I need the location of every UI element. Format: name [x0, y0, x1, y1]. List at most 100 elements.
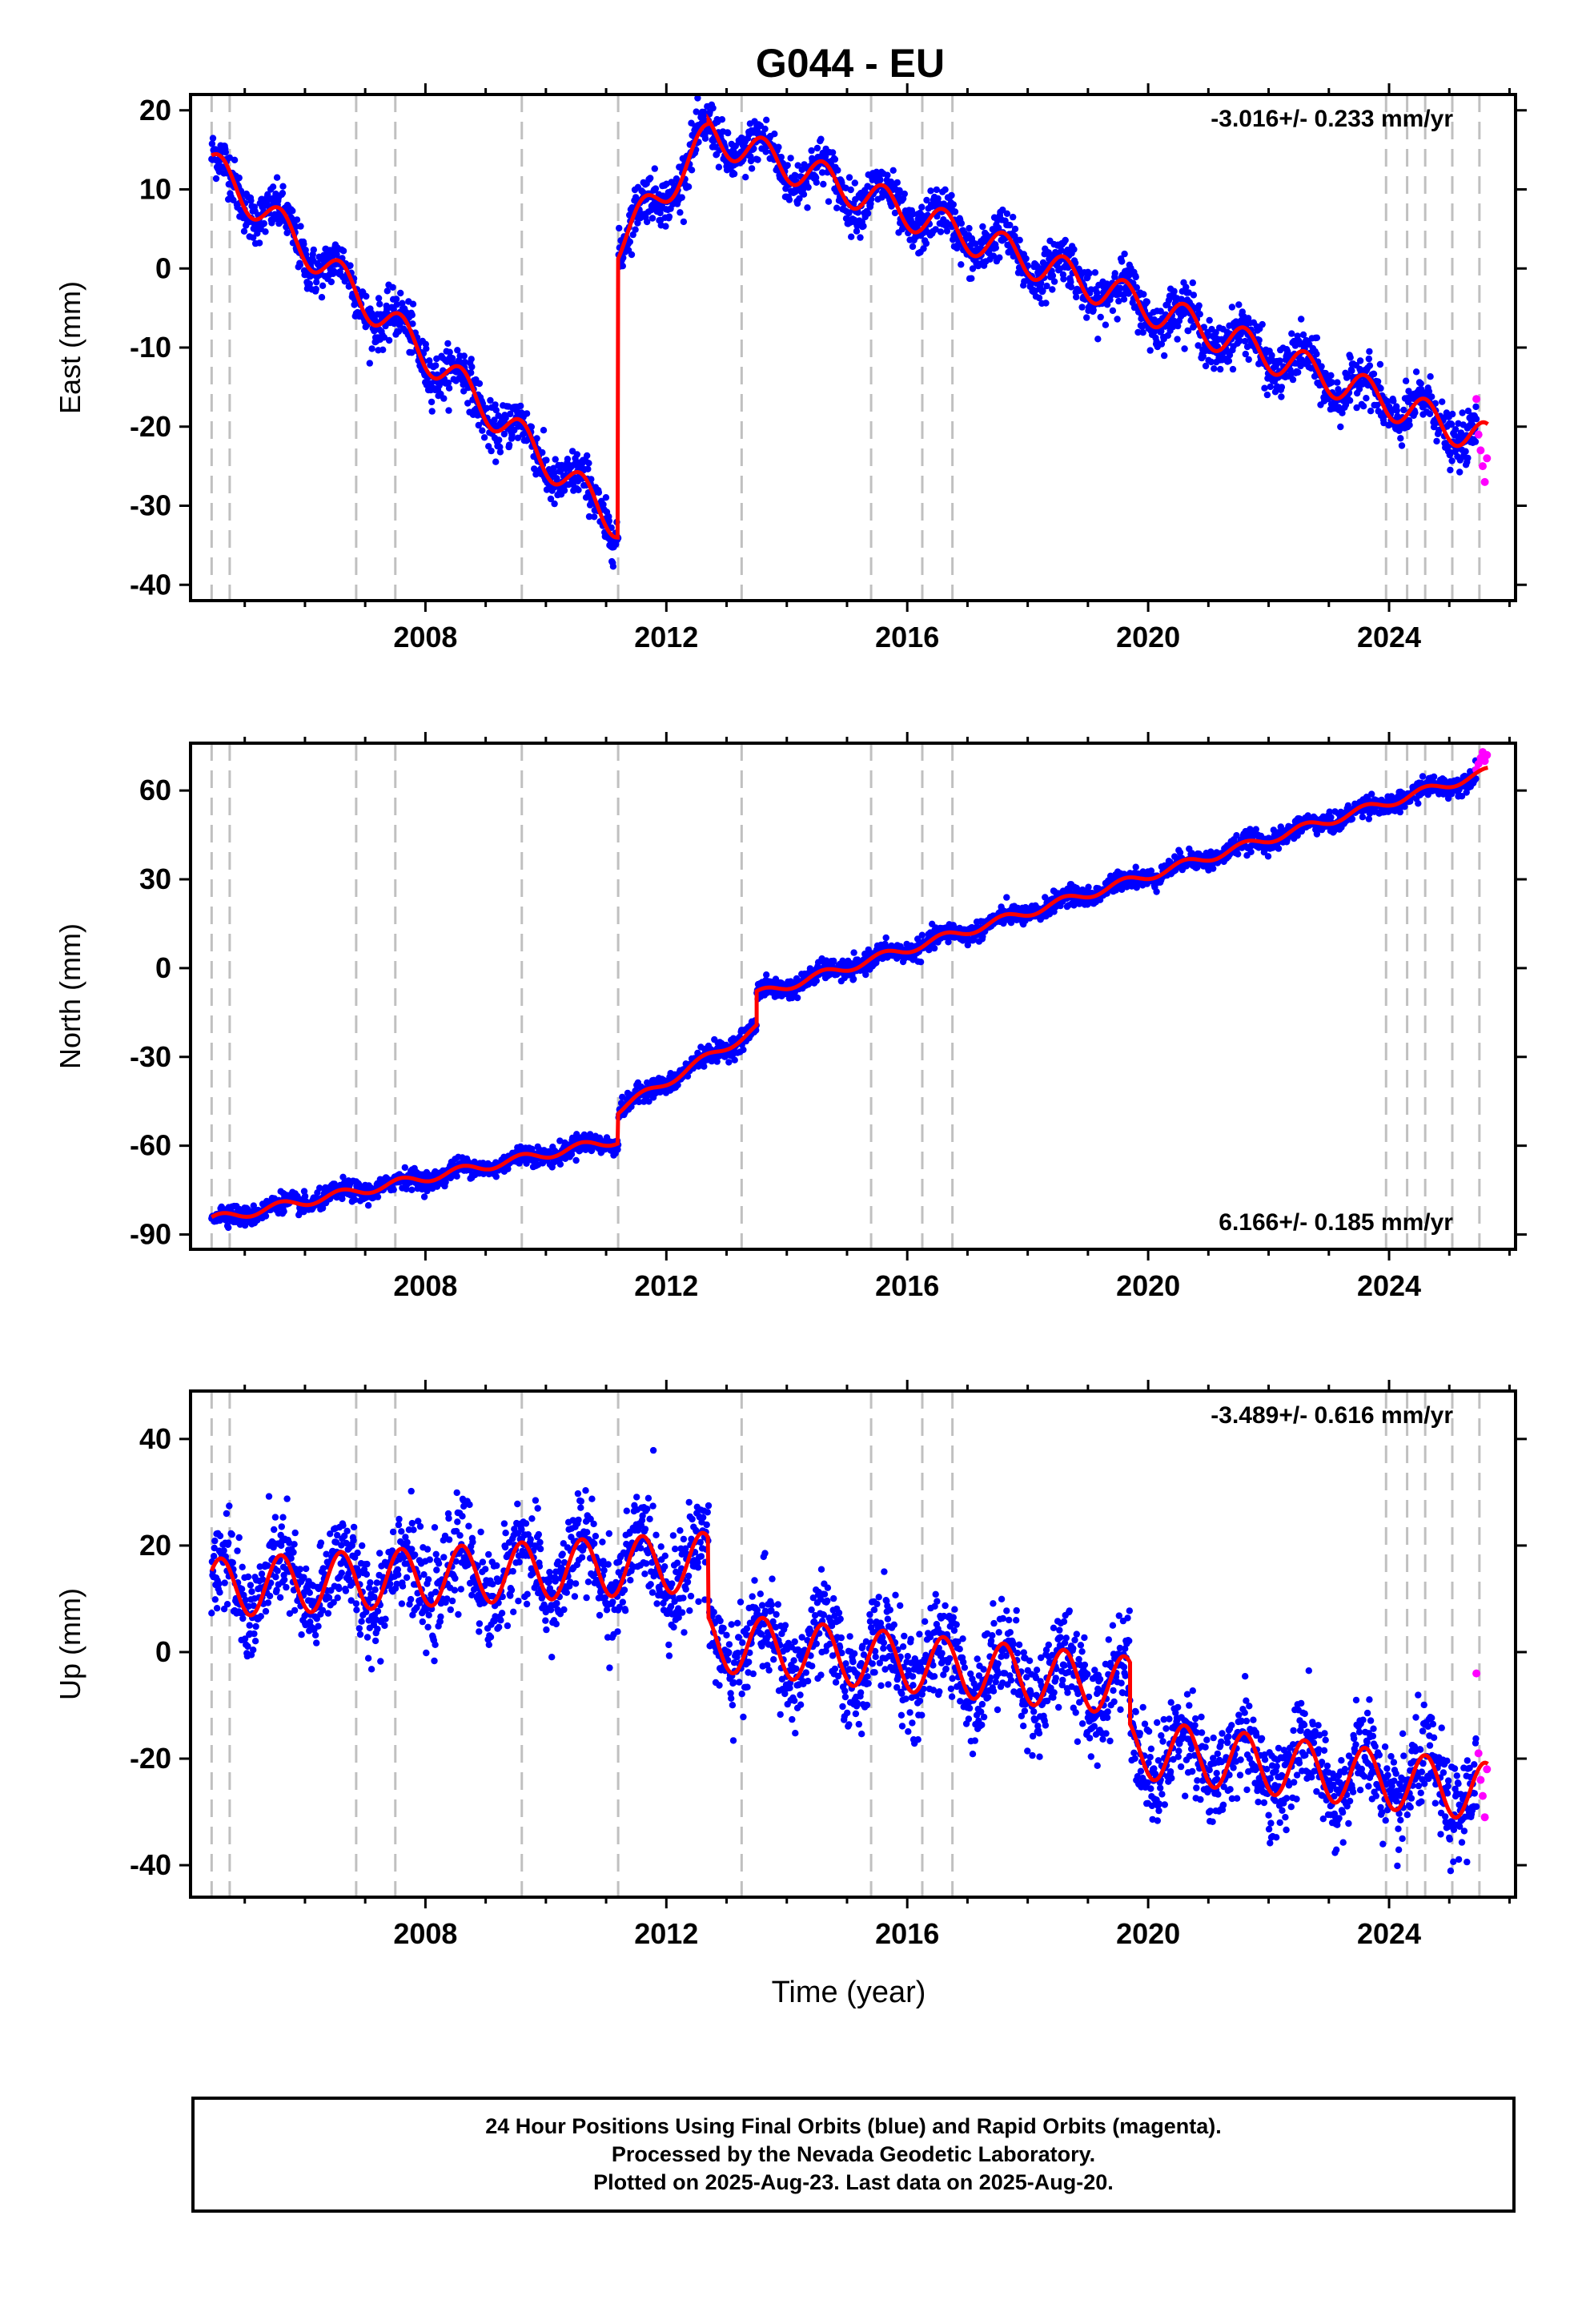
- data-point: [453, 1172, 460, 1180]
- data-point: [543, 456, 550, 464]
- data-point: [1146, 347, 1154, 354]
- data-point: [488, 447, 495, 455]
- data-point: [922, 239, 930, 247]
- data-point: [1189, 279, 1197, 287]
- data-point: [1298, 316, 1305, 323]
- data-point: [1448, 457, 1456, 464]
- data-point: [428, 398, 436, 406]
- data-point: [364, 1202, 372, 1209]
- data-point: [1313, 350, 1320, 358]
- data-point: [763, 971, 770, 979]
- data-point: [1083, 314, 1090, 321]
- data-point: [1120, 296, 1128, 303]
- data-point: [1395, 427, 1403, 434]
- data-point: [648, 215, 656, 222]
- data-point: [1393, 407, 1401, 414]
- rate-label: -3.016+/- 0.233 mm/yr: [1211, 106, 1453, 132]
- data-point: [652, 185, 660, 192]
- data-point: [514, 434, 522, 441]
- data-point: [747, 157, 755, 165]
- data-point: [787, 155, 794, 162]
- data-point: [1376, 360, 1384, 368]
- y-tick-label: -40: [130, 568, 171, 601]
- data-point: [1067, 283, 1075, 291]
- data-point: [1196, 311, 1204, 318]
- data-point: [685, 183, 693, 191]
- data-point: [1359, 403, 1367, 410]
- data-point: [1339, 409, 1346, 416]
- data-point: [701, 1063, 708, 1070]
- data-point: [1263, 391, 1271, 399]
- data-point: [1184, 328, 1192, 335]
- data-point: [260, 219, 267, 227]
- data-point: [1016, 236, 1023, 243]
- data-point: [1158, 340, 1166, 348]
- data-point: [279, 190, 287, 197]
- data-point: [460, 352, 468, 360]
- data-point: [440, 395, 448, 402]
- data-point: [951, 208, 959, 215]
- data-point: [476, 380, 484, 388]
- data-point: [923, 196, 930, 204]
- data-point: [446, 348, 453, 356]
- data-point: [860, 223, 867, 230]
- data-point: [968, 275, 975, 282]
- data-point: [763, 116, 770, 123]
- data-point: [531, 465, 538, 472]
- data-point: [688, 167, 696, 174]
- data-point: [893, 179, 901, 187]
- data-point: [665, 213, 673, 220]
- data-point: [1433, 437, 1440, 445]
- data-point: [1346, 396, 1354, 404]
- data-point: [813, 977, 820, 984]
- data-point: [1226, 352, 1234, 359]
- data-point: [775, 143, 782, 151]
- data-point: [808, 147, 815, 155]
- data-point: [318, 294, 326, 301]
- data-point: [1091, 269, 1099, 276]
- data-point: [1139, 329, 1146, 336]
- data-point: [1006, 221, 1014, 229]
- data-point: [762, 148, 769, 155]
- data-point: [312, 285, 319, 293]
- data-point: [813, 144, 821, 152]
- data-point: [1327, 372, 1335, 379]
- data-point: [310, 246, 317, 254]
- data-point: [468, 363, 476, 371]
- data-point: [255, 239, 263, 247]
- data-point: [632, 194, 640, 201]
- data-point: [831, 155, 839, 163]
- data-point: [401, 1164, 408, 1172]
- data-point: [889, 167, 897, 174]
- data-point: [1367, 408, 1375, 415]
- data-point: [492, 458, 500, 465]
- data-point: [283, 229, 291, 236]
- data-point: [1245, 356, 1252, 364]
- data-point: [408, 312, 416, 319]
- data-point: [1195, 302, 1203, 309]
- data-point: [454, 347, 461, 354]
- data-point: [805, 183, 812, 191]
- data-point: [847, 186, 854, 194]
- data-point: [1161, 352, 1168, 360]
- data-point: [264, 191, 271, 198]
- data-point: [504, 1165, 512, 1172]
- plot-frame: [189, 93, 1517, 602]
- data-point: [595, 489, 603, 497]
- data-point: [464, 400, 472, 407]
- data-point: [864, 210, 872, 217]
- data-point: [849, 975, 857, 983]
- data-point: [1242, 337, 1249, 345]
- data-point: [1464, 408, 1472, 415]
- data-point: [784, 162, 791, 169]
- data-point: [701, 135, 709, 143]
- data-point: [1067, 278, 1074, 286]
- data-point: [662, 223, 669, 230]
- data-point: [1121, 250, 1128, 258]
- data-point: [423, 345, 430, 352]
- data-point: [969, 265, 977, 272]
- data-point: [1011, 225, 1019, 233]
- data-point: [235, 174, 243, 182]
- data-point: [1114, 316, 1121, 323]
- data-point: [761, 125, 769, 133]
